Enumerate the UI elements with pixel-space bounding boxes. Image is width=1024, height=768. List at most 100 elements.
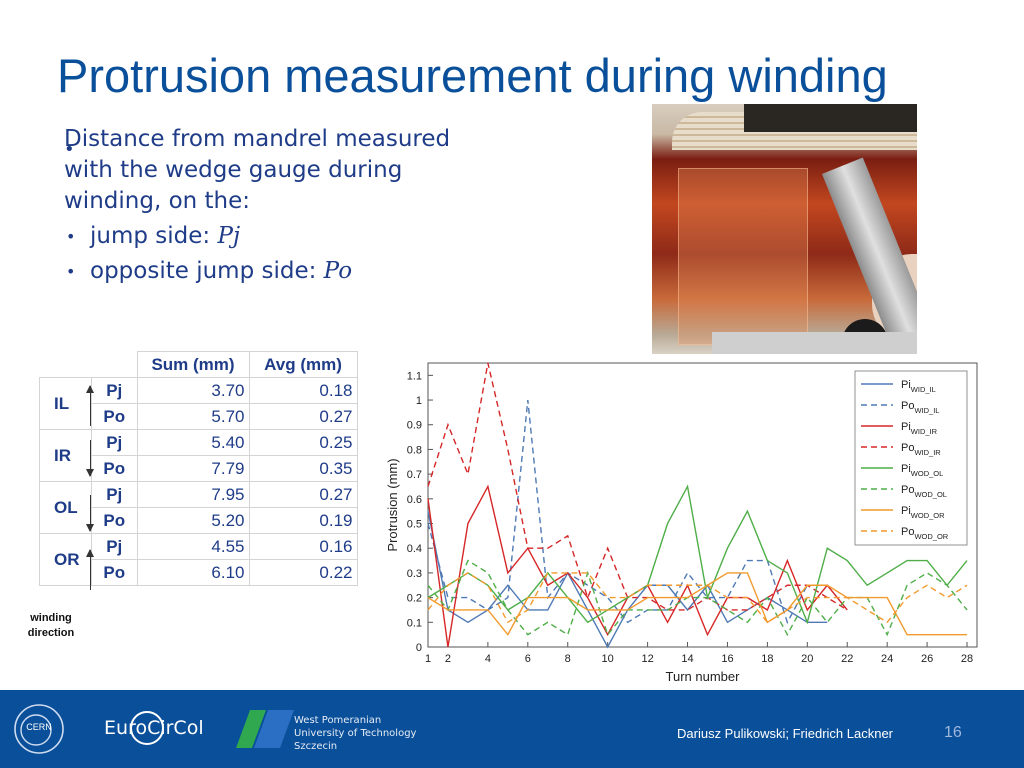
table-header-row: Sum (mm) Avg (mm) [40, 351, 358, 378]
bullet-sub-jump: • jump side: Pj [64, 221, 504, 252]
row-label: Po [91, 403, 138, 430]
y-tick-label: 1.1 [407, 370, 422, 382]
series-line-3 [427, 362, 848, 611]
cell-avg: 0.18 [248, 377, 358, 404]
y-tick-label: 0 [416, 642, 422, 654]
slide-title: Protrusion measurement during winding [57, 49, 888, 102]
group-label-ol: OL [39, 481, 92, 534]
x-tick-label: 24 [881, 653, 893, 665]
row-label: Pj [91, 377, 138, 404]
y-tick-label: 0.4 [407, 543, 422, 555]
cell-sum: 7.95 [136, 481, 250, 508]
y-tick-label: 0.3 [407, 568, 422, 580]
cell-sum: 6.10 [136, 559, 250, 586]
bullet-main-text: Distance from mandrel measured with the … [64, 126, 451, 214]
wpu-logo-icon [236, 710, 294, 748]
series-line-7 [427, 572, 968, 624]
wpu-line: West Pomeranian [294, 715, 382, 726]
legend-subscript: WID_IR [914, 448, 941, 457]
cell-avg: 0.19 [248, 507, 358, 534]
row-label: Pj [91, 429, 138, 456]
arrow-down-icon [86, 495, 94, 532]
group-label-ir: IR [39, 429, 92, 482]
table-row: Po 5.70 0.27 [40, 403, 358, 430]
table-row: Po 7.79 0.35 [40, 455, 358, 482]
table-row: IL Pj 3.70 0.18 [39, 377, 358, 430]
bullet-sub-text: jump side: [90, 223, 218, 249]
table-header-sum: Sum (mm) [136, 351, 250, 378]
series-line-5 [427, 559, 968, 637]
legend-subscript: WOD_OL [911, 469, 944, 478]
x-axis-label: Turn number [666, 669, 741, 684]
x-tick-label: 22 [841, 653, 853, 665]
bullet-dot-icon: • [64, 139, 75, 160]
table-row: OL Pj 7.95 0.27 [39, 481, 358, 534]
bullet-dot-icon: • [66, 262, 76, 281]
y-tick-label: 0.1 [407, 617, 422, 629]
cell-sum: 4.55 [136, 533, 250, 560]
y-tick-label: 0.9 [407, 420, 422, 432]
winding-direction-line: direction [27, 627, 75, 639]
cern-logo-icon: CERN [14, 704, 64, 754]
bullet-sub-text: opposite jump side: [90, 258, 324, 284]
legend-subscript: WOD_OR [914, 532, 948, 541]
arrow-down-icon [86, 440, 94, 477]
x-tick-label: 6 [525, 653, 531, 665]
wpu-line: Szczecin [294, 741, 338, 752]
table-row: IR Pj 5.40 0.25 [39, 429, 358, 482]
cell-sum: 3.70 [136, 377, 250, 404]
row-label: Pj [91, 481, 138, 508]
eurocircol-logo-text: EuroCirCol [104, 717, 204, 739]
group-label-il: IL [39, 377, 92, 430]
cell-sum: 5.20 [136, 507, 250, 534]
bullet-sub-opposite: • opposite jump side: Po [64, 256, 504, 287]
winding-direction-label: winding direction [18, 611, 84, 641]
cell-avg: 0.35 [248, 455, 358, 482]
legend-subscript: WID_IL [914, 406, 939, 415]
cern-logo-text: CERN [26, 722, 52, 732]
bullet-symbol: Po [323, 258, 353, 284]
arrow-up-icon [86, 549, 94, 590]
x-tick-label: 28 [961, 653, 973, 665]
x-tick-label: 12 [641, 653, 653, 665]
row-label: Pj [91, 533, 138, 560]
cell-avg: 0.16 [248, 533, 358, 560]
winding-photo-image [652, 104, 917, 354]
y-tick-label: 0.5 [407, 519, 422, 531]
authors-text: Dariusz Pulikowski; Friedrich Lackner [677, 726, 894, 741]
y-tick-label: 1 [416, 395, 422, 407]
protrusion-table: Sum (mm) Avg (mm) IL Pj 3.70 0.18 Po 5.7… [39, 351, 358, 586]
cell-avg: 0.27 [248, 481, 358, 508]
y-tick-label: 0.2 [407, 593, 422, 605]
table-header-avg: Avg (mm) [248, 351, 358, 378]
photo-transparent-film [678, 168, 808, 345]
cell-avg: 0.22 [248, 559, 358, 586]
y-axis-label: Protrusion (mm) [385, 458, 400, 551]
bullet-symbol: Pj [217, 223, 241, 249]
photo-base [712, 332, 917, 354]
photo-dark-block [744, 104, 917, 132]
row-label: Po [91, 455, 138, 482]
wpu-logo-text: West Pomeranian University of Technology… [294, 714, 416, 753]
table-row: Po 5.20 0.19 [40, 507, 358, 534]
protrusion-chart: 00.10.20.30.40.50.60.70.80.911.11 2 4 6 8 10 1… [385, 362, 978, 684]
bullet-list: • Distance from mandrel measured with th… [64, 124, 504, 287]
row-label: Po [91, 559, 138, 586]
group-label-or: OR [39, 533, 92, 586]
series-line-4 [427, 484, 968, 625]
x-tick-label: 14 [681, 653, 693, 665]
x-tick-label: 2 [445, 653, 451, 665]
arrow-up-icon [86, 385, 94, 426]
x-tick-label: 10 [602, 653, 614, 665]
cell-sum: 5.70 [136, 403, 250, 430]
cell-sum: 7.79 [136, 455, 250, 482]
legend-subscript: WID_IL [911, 385, 936, 394]
x-tick-label: 20 [801, 653, 813, 665]
legend-subscript: WOD_OL [914, 490, 947, 499]
wpu-line: University of Technology [294, 728, 417, 739]
bullet-main: • Distance from mandrel measured with th… [64, 124, 504, 217]
eurocircol-logo: EuroCirCol [100, 707, 210, 749]
cell-avg: 0.25 [248, 429, 358, 456]
x-tick-label: 26 [921, 653, 933, 665]
x-tick-label: 1 [425, 653, 431, 665]
